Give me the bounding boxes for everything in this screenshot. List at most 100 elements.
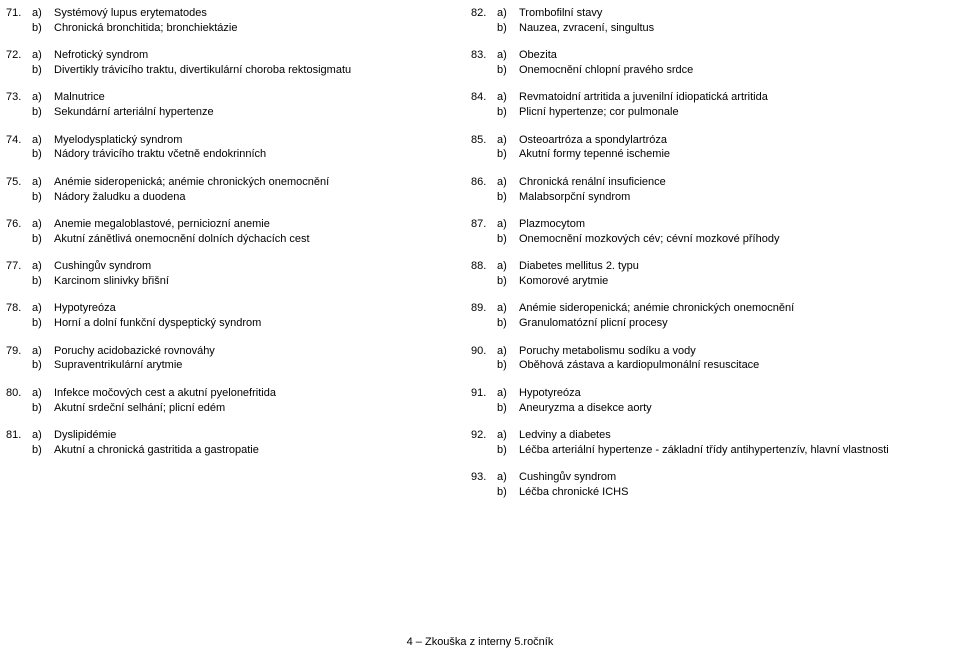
item-lines: a)Poruchy acidobazické rovnováhyb)Suprav… <box>32 344 461 374</box>
list-item: 90.a)Poruchy metabolismu sodíku a vodyb)… <box>471 344 960 374</box>
item-line-b: b)Granulomatózní plicní procesy <box>497 316 960 331</box>
item-lines: a)Cushingův syndromb)Léčba chronické ICH… <box>497 470 960 500</box>
item-text-a: Dyslipidémie <box>54 428 116 443</box>
item-text-a: Trombofilní stavy <box>519 6 602 21</box>
item-letter-b: b) <box>497 147 519 162</box>
item-number: 84. <box>471 90 497 120</box>
item-letter-a: a) <box>32 386 54 401</box>
item-text-a: Ledviny a diabetes <box>519 428 611 443</box>
item-line-b: b)Malabsorpční syndrom <box>497 190 960 205</box>
item-letter-b: b) <box>32 401 54 416</box>
item-letter-b: b) <box>32 147 54 162</box>
item-letter-a: a) <box>32 344 54 359</box>
item-text-b: Akutní srdeční selhání; plicní edém <box>54 401 225 416</box>
item-line-b: b)Onemocnění chlopní pravého srdce <box>497 63 960 78</box>
item-line-b: b)Sekundární arteriální hypertenze <box>32 105 461 120</box>
item-text-a: Systémový lupus erytematodes <box>54 6 207 21</box>
item-line-b: b)Nauzea, zvracení, singultus <box>497 21 960 36</box>
item-letter-b: b) <box>497 232 519 247</box>
list-item: 80.a)Infekce močových cest a akutní pyel… <box>6 386 461 416</box>
item-line-a: a)Hypotyreóza <box>497 386 960 401</box>
item-number: 79. <box>6 344 32 374</box>
item-line-a: a)Plazmocytom <box>497 217 960 232</box>
item-lines: a)Osteoartróza a spondylartrózab)Akutní … <box>497 133 960 163</box>
item-line-a: a)Systémový lupus erytematodes <box>32 6 461 21</box>
item-text-a: Anémie sideropenická; anémie chronických… <box>519 301 794 316</box>
item-text-a: Diabetes mellitus 2. typu <box>519 259 639 274</box>
item-text-a: Obezita <box>519 48 557 63</box>
item-number: 86. <box>471 175 497 205</box>
item-lines: a)Anémie sideropenická; anémie chronický… <box>497 301 960 331</box>
item-letter-a: a) <box>32 48 54 63</box>
item-text-b: Malabsorpční syndrom <box>519 190 630 205</box>
item-line-b: b)Onemocnění mozkových cév; cévní mozkov… <box>497 232 960 247</box>
item-letter-a: a) <box>497 90 519 105</box>
list-item: 88.a)Diabetes mellitus 2. typub)Komorové… <box>471 259 960 289</box>
item-number: 90. <box>471 344 497 374</box>
item-text-a: Poruchy acidobazické rovnováhy <box>54 344 215 359</box>
item-line-b: b)Divertikly trávicího traktu, divertiku… <box>32 63 461 78</box>
page: 71.a)Systémový lupus erytematodesb)Chron… <box>0 0 960 512</box>
item-letter-a: a) <box>32 175 54 190</box>
item-lines: a)Myelodysplatický syndromb)Nádory trávi… <box>32 133 461 163</box>
item-letter-b: b) <box>497 274 519 289</box>
item-lines: a)Obezitab)Onemocnění chlopní pravého sr… <box>497 48 960 78</box>
item-number: 93. <box>471 470 497 500</box>
item-text-a: Hypotyreóza <box>54 301 116 316</box>
item-text-b: Nauzea, zvracení, singultus <box>519 21 654 36</box>
item-line-a: a)Hypotyreóza <box>32 301 461 316</box>
item-text-a: Malnutrice <box>54 90 105 105</box>
item-line-b: b)Chronická bronchitida; bronchiektázie <box>32 21 461 36</box>
item-letter-b: b) <box>497 21 519 36</box>
item-line-a: a)Osteoartróza a spondylartróza <box>497 133 960 148</box>
item-text-b: Karcinom slinivky břišní <box>54 274 169 289</box>
item-letter-b: b) <box>32 63 54 78</box>
list-item: 74.a)Myelodysplatický syndromb)Nádory tr… <box>6 133 461 163</box>
item-line-a: a)Anemie megaloblastové, perniciozní ane… <box>32 217 461 232</box>
item-number: 88. <box>471 259 497 289</box>
item-lines: a)Plazmocytomb)Onemocnění mozkových cév;… <box>497 217 960 247</box>
item-text-a: Anemie megaloblastové, perniciozní anemi… <box>54 217 270 232</box>
item-letter-a: a) <box>497 301 519 316</box>
item-number: 74. <box>6 133 32 163</box>
item-lines: a)Dyslipidémieb)Akutní a chronická gastr… <box>32 428 461 458</box>
item-number: 81. <box>6 428 32 458</box>
item-line-b: b)Oběhová zástava a kardiopulmonální res… <box>497 358 960 373</box>
item-number: 80. <box>6 386 32 416</box>
list-item: 86.a)Chronická renální insuficienceb)Mal… <box>471 175 960 205</box>
list-item: 83.a)Obezitab)Onemocnění chlopní pravého… <box>471 48 960 78</box>
item-text-b: Divertikly trávicího traktu, divertikulá… <box>54 63 351 78</box>
list-item: 84.a)Revmatoidní artritida a juvenilní i… <box>471 90 960 120</box>
item-letter-b: b) <box>32 105 54 120</box>
right-column: 82.a)Trombofilní stavyb)Nauzea, zvracení… <box>471 6 960 512</box>
item-text-b: Léčba arteriální hypertenze - základní t… <box>519 443 889 458</box>
item-number: 76. <box>6 217 32 247</box>
item-letter-b: b) <box>32 316 54 331</box>
item-lines: a)Systémový lupus erytematodesb)Chronick… <box>32 6 461 36</box>
item-lines: a)Trombofilní stavyb)Nauzea, zvracení, s… <box>497 6 960 36</box>
item-number: 92. <box>471 428 497 458</box>
item-letter-b: b) <box>32 443 54 458</box>
item-lines: a)Diabetes mellitus 2. typub)Komorové ar… <box>497 259 960 289</box>
item-letter-b: b) <box>32 232 54 247</box>
item-text-b: Akutní zánětlivá onemocnění dolních dých… <box>54 232 310 247</box>
item-lines: a)Cushingův syndromb)Karcinom slinivky b… <box>32 259 461 289</box>
item-number: 77. <box>6 259 32 289</box>
item-lines: a)Poruchy metabolismu sodíku a vodyb)Obě… <box>497 344 960 374</box>
item-letter-a: a) <box>32 133 54 148</box>
item-line-b: b)Plicní hypertenze; cor pulmonale <box>497 105 960 120</box>
item-text-b: Plicní hypertenze; cor pulmonale <box>519 105 679 120</box>
item-lines: a)Ledviny a diabetesb)Léčba arteriální h… <box>497 428 960 458</box>
item-letter-b: b) <box>497 401 519 416</box>
item-letter-b: b) <box>32 21 54 36</box>
list-item: 76.a)Anemie megaloblastové, perniciozní … <box>6 217 461 247</box>
list-item: 92.a)Ledviny a diabetesb)Léčba arteriáln… <box>471 428 960 458</box>
item-number: 73. <box>6 90 32 120</box>
item-number: 72. <box>6 48 32 78</box>
item-letter-a: a) <box>32 301 54 316</box>
item-text-a: Hypotyreóza <box>519 386 581 401</box>
item-line-a: a)Cushingův syndrom <box>32 259 461 274</box>
list-item: 71.a)Systémový lupus erytematodesb)Chron… <box>6 6 461 36</box>
item-lines: a)Nefrotický syndromb)Divertikly trávicí… <box>32 48 461 78</box>
item-number: 78. <box>6 301 32 331</box>
